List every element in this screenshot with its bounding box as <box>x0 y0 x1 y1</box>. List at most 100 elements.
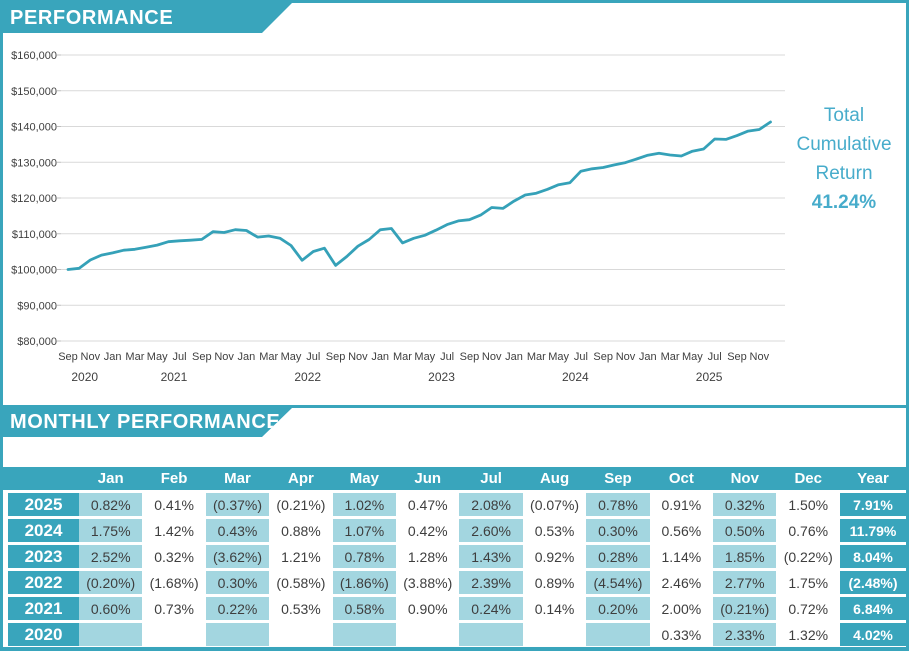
month-value-cell: 2.52% <box>79 545 143 568</box>
month-value-cell: 1.75% <box>776 571 840 594</box>
month-value-cell: 0.82% <box>79 493 143 516</box>
year-cell: 2023 <box>3 545 79 568</box>
header-month: Mar <box>205 467 270 490</box>
header-year-total: Year <box>840 467 906 490</box>
performance-section-title: PERFORMANCE <box>10 6 174 29</box>
x-tick-label: Nov <box>348 351 368 363</box>
header-month: Sep <box>586 467 650 490</box>
x-tick-label: Mar <box>125 351 144 363</box>
month-value-cell: 1.85% <box>713 545 777 568</box>
month-value-cell: (1.68%) <box>142 571 206 594</box>
month-value-cell: 2.33% <box>713 623 777 646</box>
year-total-cell: 8.04% <box>840 545 906 568</box>
page-border-right <box>906 0 909 651</box>
year-cell: 2024 <box>3 519 79 542</box>
year-total-cell: 4.02% <box>840 623 906 646</box>
month-value-cell: 0.56% <box>649 519 714 542</box>
month-value-cell: 1.42% <box>142 519 206 542</box>
x-axis-labels: Sep Nov Jan Mar May Jul Sep Nov Jan Mar May Jul Sep N… <box>58 351 769 384</box>
header-month: Aug <box>522 467 587 490</box>
month-value-cell: 1.14% <box>649 545 714 568</box>
x-tick-label: Jul <box>306 351 320 363</box>
x-year-label: 2020 <box>71 370 98 384</box>
month-value-cell: (0.20%) <box>79 571 143 594</box>
table-row: 2023 2.52% 0.32% (3.62%) 1.21% 0.78% 1.28% 1.43… <box>3 545 906 568</box>
month-value-cell: (0.21%) <box>269 493 333 516</box>
month-value-cell: 1.28% <box>396 545 460 568</box>
x-tick-label: Sep <box>727 351 747 363</box>
year-cell: 2022 <box>3 571 79 594</box>
month-value-cell: 0.20% <box>586 597 650 620</box>
month-value-cell <box>586 623 650 646</box>
month-value-cell: 0.43% <box>205 519 270 542</box>
monthly-section-title: MONTHLY PERFORMANCE <box>10 411 281 433</box>
x-tick-label: Jul <box>574 351 588 363</box>
year-cell: 2020 <box>3 623 79 646</box>
x-tick-label: Nov <box>81 351 101 363</box>
month-value-cell: 1.50% <box>776 493 840 516</box>
x-tick-label: Nov <box>750 351 770 363</box>
page-border-top <box>0 0 909 3</box>
month-value-cell: 0.60% <box>79 597 143 620</box>
month-value-cell: 0.90% <box>396 597 460 620</box>
month-value-cell: 2.39% <box>459 571 523 594</box>
y-tick-label: $130,000 <box>11 157 57 169</box>
table-row: 2024 1.75% 1.42% 0.43% 0.88% 1.07% 0.42% 2.60% 0… <box>3 519 906 542</box>
month-value-cell: 0.76% <box>776 519 840 542</box>
month-value-cell: 0.53% <box>269 597 333 620</box>
header-month: Jul <box>459 467 523 490</box>
monthly-section-header: MONTHLY PERFORMANCE <box>0 408 292 437</box>
x-tick-label: Sep <box>326 351 346 363</box>
month-value-cell: (0.58%) <box>269 571 333 594</box>
month-value-cell: 0.24% <box>459 597 523 620</box>
page-border-bottom <box>0 647 909 651</box>
x-tick-label: Jul <box>708 351 722 363</box>
month-value-cell: 0.72% <box>776 597 840 620</box>
x-tick-label: Mar <box>259 351 278 363</box>
x-year-label: 2025 <box>696 370 723 384</box>
x-tick-label: Jan <box>639 351 657 363</box>
x-year-label: 2024 <box>562 370 589 384</box>
x-tick-label: Jul <box>440 351 454 363</box>
x-tick-label: Mar <box>527 351 546 363</box>
x-tick-label: May <box>147 351 168 363</box>
month-value-cell: 1.07% <box>332 519 397 542</box>
month-value-cell: 2.77% <box>713 571 777 594</box>
x-tick-label: May <box>548 351 569 363</box>
x-tick-label: Nov <box>616 351 636 363</box>
header-month: Feb <box>142 467 206 490</box>
total-cumulative-return-block: Total Cumulative Return 41.24% <box>785 101 903 217</box>
y-tick-label: $110,000 <box>12 229 57 241</box>
month-value-cell: (0.21%) <box>713 597 777 620</box>
month-value-cell <box>396 623 460 646</box>
y-tick-label: $100,000 <box>11 265 57 277</box>
year-total-cell: 6.84% <box>840 597 906 620</box>
x-tick-label: Sep <box>593 351 613 363</box>
header-month: Jun <box>396 467 460 490</box>
year-total-cell: (2.48%) <box>840 571 906 594</box>
year-total-cell: 11.79% <box>840 519 906 542</box>
month-value-cell: 0.53% <box>522 519 587 542</box>
month-value-cell <box>459 623 523 646</box>
x-tick-label: Jul <box>172 351 186 363</box>
year-cell: 2021 <box>3 597 79 620</box>
month-value-cell: 0.78% <box>586 493 650 516</box>
month-value-cell: 1.75% <box>79 519 143 542</box>
header-month: Oct <box>649 467 714 490</box>
month-value-cell: (0.22%) <box>776 545 840 568</box>
header-month: Nov <box>713 467 777 490</box>
month-value-cell: 0.88% <box>269 519 333 542</box>
month-value-cell: 0.22% <box>205 597 270 620</box>
month-value-cell: 0.30% <box>205 571 270 594</box>
month-value-cell: 0.30% <box>586 519 650 542</box>
total-return-value: 41.24% <box>811 192 877 213</box>
header-month: Jan <box>79 467 143 490</box>
x-tick-label: Jan <box>104 351 122 363</box>
month-value-cell: 2.60% <box>459 519 523 542</box>
month-value-cell: 0.14% <box>522 597 587 620</box>
month-value-cell <box>142 623 206 646</box>
table-row: 2021 0.60% 0.73% 0.22% 0.53% 0.58% 0.90% 0.24% 0… <box>3 597 906 620</box>
y-tick-label: $160,000 <box>11 50 57 62</box>
x-year-label: 2023 <box>428 370 455 384</box>
